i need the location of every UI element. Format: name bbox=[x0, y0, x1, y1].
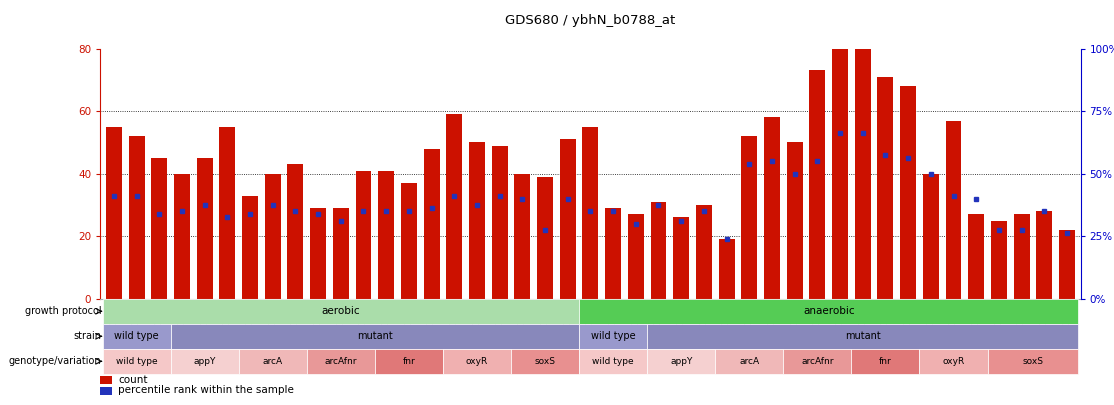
Text: arcA: arcA bbox=[263, 357, 283, 366]
Bar bbox=[355, 171, 371, 299]
Bar bbox=[152, 158, 167, 299]
Text: anaerobic: anaerobic bbox=[803, 306, 854, 316]
Text: strain: strain bbox=[74, 331, 101, 341]
Bar bbox=[987, 349, 1078, 374]
Bar bbox=[946, 121, 961, 299]
Bar bbox=[1036, 211, 1053, 299]
Bar bbox=[242, 196, 258, 299]
Bar bbox=[447, 114, 462, 299]
Bar bbox=[968, 214, 984, 299]
Bar bbox=[851, 349, 919, 374]
Bar bbox=[919, 349, 987, 374]
Bar bbox=[579, 349, 647, 374]
Bar bbox=[579, 324, 647, 349]
Bar bbox=[1059, 230, 1075, 299]
Bar bbox=[786, 143, 802, 299]
Text: genotype/variation: genotype/variation bbox=[9, 356, 101, 366]
Bar bbox=[1014, 214, 1029, 299]
Bar bbox=[810, 70, 825, 299]
Text: mutant: mutant bbox=[844, 331, 880, 341]
Bar bbox=[537, 177, 553, 299]
Bar bbox=[306, 349, 374, 374]
Bar bbox=[579, 299, 1078, 324]
Bar bbox=[491, 145, 508, 299]
Text: wild type: wild type bbox=[593, 357, 634, 366]
Bar bbox=[174, 174, 189, 299]
Bar bbox=[783, 349, 851, 374]
Bar bbox=[265, 174, 281, 299]
Bar bbox=[128, 136, 145, 299]
Bar bbox=[219, 127, 235, 299]
Bar bbox=[287, 164, 303, 299]
Bar bbox=[673, 217, 690, 299]
Text: oxyR: oxyR bbox=[942, 357, 965, 366]
Bar bbox=[515, 174, 530, 299]
Bar bbox=[443, 349, 511, 374]
Bar bbox=[764, 117, 780, 299]
Bar bbox=[900, 86, 916, 299]
Bar bbox=[741, 136, 758, 299]
Bar bbox=[238, 349, 306, 374]
Bar bbox=[719, 239, 734, 299]
Bar bbox=[310, 208, 326, 299]
Text: count: count bbox=[118, 375, 147, 385]
Bar bbox=[647, 349, 715, 374]
Text: GDS680 / ybhN_b0788_at: GDS680 / ybhN_b0788_at bbox=[506, 14, 675, 27]
Bar bbox=[696, 205, 712, 299]
Bar bbox=[511, 349, 579, 374]
Bar bbox=[647, 324, 1078, 349]
Text: appY: appY bbox=[194, 357, 216, 366]
Bar bbox=[628, 214, 644, 299]
Bar bbox=[469, 143, 485, 299]
Bar bbox=[102, 349, 170, 374]
Bar bbox=[559, 139, 576, 299]
Text: arcAfnr: arcAfnr bbox=[324, 357, 358, 366]
Bar bbox=[170, 324, 579, 349]
Bar bbox=[333, 208, 349, 299]
Text: appY: appY bbox=[670, 357, 693, 366]
Bar bbox=[583, 127, 598, 299]
Bar bbox=[715, 349, 783, 374]
Bar bbox=[854, 49, 871, 299]
Bar bbox=[651, 202, 666, 299]
Text: growth protocol: growth protocol bbox=[25, 306, 101, 316]
Bar bbox=[922, 174, 939, 299]
Bar bbox=[374, 349, 443, 374]
Text: fnr: fnr bbox=[879, 357, 892, 366]
Text: wild type: wild type bbox=[115, 331, 159, 341]
Bar bbox=[832, 49, 848, 299]
Text: wild type: wild type bbox=[116, 357, 157, 366]
Bar bbox=[106, 127, 121, 299]
Bar bbox=[100, 376, 113, 384]
Bar bbox=[379, 171, 394, 299]
Bar bbox=[878, 77, 893, 299]
Text: fnr: fnr bbox=[402, 357, 416, 366]
Text: arcA: arcA bbox=[740, 357, 760, 366]
Bar bbox=[197, 158, 213, 299]
Bar bbox=[170, 349, 238, 374]
Text: soxS: soxS bbox=[535, 357, 556, 366]
Text: wild type: wild type bbox=[590, 331, 635, 341]
Bar bbox=[423, 149, 440, 299]
Bar bbox=[100, 386, 113, 394]
Text: arcAfnr: arcAfnr bbox=[801, 357, 833, 366]
Bar bbox=[102, 299, 579, 324]
Text: soxS: soxS bbox=[1023, 357, 1044, 366]
Text: mutant: mutant bbox=[356, 331, 393, 341]
Text: percentile rank within the sample: percentile rank within the sample bbox=[118, 386, 294, 395]
Bar bbox=[991, 221, 1007, 299]
Bar bbox=[102, 324, 170, 349]
Bar bbox=[605, 208, 622, 299]
Text: oxyR: oxyR bbox=[466, 357, 488, 366]
Bar bbox=[401, 183, 417, 299]
Text: aerobic: aerobic bbox=[322, 306, 360, 316]
